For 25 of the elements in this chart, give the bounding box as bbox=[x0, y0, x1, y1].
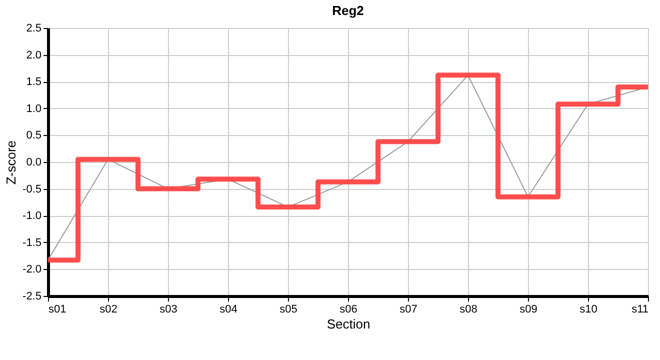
y-tick-label: -1.0 bbox=[22, 210, 42, 222]
y-tick-label: 2.5 bbox=[26, 22, 42, 34]
x-tick-label: s04 bbox=[220, 304, 238, 316]
y-tick-label: -2.0 bbox=[22, 264, 42, 276]
x-tick-label: s08 bbox=[460, 304, 478, 316]
x-tick-label: s07 bbox=[400, 304, 418, 316]
y-tick-label: -2.5 bbox=[22, 290, 42, 302]
x-tick-label: s11 bbox=[632, 304, 648, 316]
y-axis-title: Z-score bbox=[4, 140, 19, 185]
y-tick-label: 2.0 bbox=[26, 49, 42, 62]
y-tick-label: 1.5 bbox=[26, 76, 42, 88]
y-tick-label: 1.0 bbox=[26, 102, 42, 115]
x-axis-title: Section bbox=[326, 316, 370, 332]
y-tick-label: -1.5 bbox=[22, 236, 42, 249]
x-tick-label: s09 bbox=[520, 304, 538, 316]
x-tick-label: s06 bbox=[340, 304, 358, 316]
x-tick-label: s03 bbox=[160, 304, 178, 316]
chart-title: Reg2 bbox=[332, 3, 364, 18]
x-tick-label: s02 bbox=[100, 304, 118, 316]
y-tick-label: 0.5 bbox=[26, 130, 42, 142]
x-tick-label: s10 bbox=[580, 304, 598, 316]
y-tick-label: -0.5 bbox=[22, 183, 42, 196]
x-tick-label: s05 bbox=[280, 304, 298, 316]
y-tick-label: 0.0 bbox=[26, 156, 42, 168]
x-tick-label: s01 bbox=[48, 304, 66, 316]
